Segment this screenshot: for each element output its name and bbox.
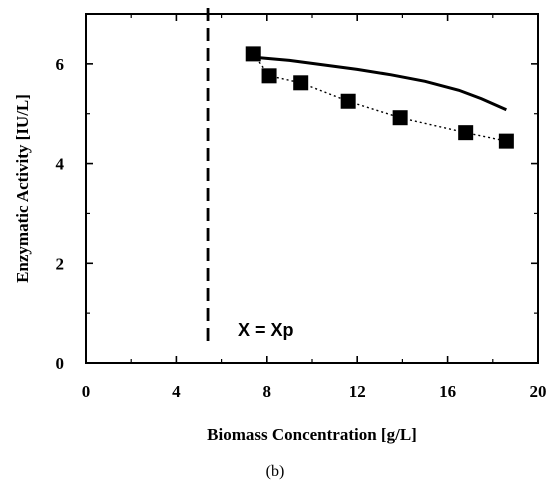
axes — [85, 13, 539, 364]
data-point — [458, 125, 474, 141]
x-tick-label: 12 — [349, 382, 366, 401]
plot-frame — [85, 13, 539, 364]
data-point — [245, 46, 261, 62]
model-curve — [255, 55, 507, 112]
y-tick-label: 6 — [56, 55, 65, 74]
tick-marks — [86, 14, 538, 363]
y-tick-label: 4 — [56, 155, 65, 174]
y-tick-label: 2 — [56, 254, 65, 273]
x-tick-label: 0 — [82, 382, 91, 401]
panel-label: (b) — [266, 463, 285, 480]
data-point — [392, 110, 408, 126]
data-point — [498, 133, 514, 149]
xp-annotation: X = Xp — [238, 320, 294, 340]
data-point — [340, 93, 356, 109]
data-point — [293, 75, 309, 91]
x-axis-title: Biomass Concentration [g/L] — [207, 425, 417, 444]
series-layer — [245, 46, 514, 149]
tick-labels: 0 4 8 12 16 20 0 2 4 6 — [56, 55, 547, 401]
y-tick-label: 0 — [56, 354, 65, 373]
y-axis-title: Enzymatic Activity [IU/L] — [13, 94, 32, 283]
x-tick-label: 20 — [530, 382, 547, 401]
x-tick-label: 8 — [263, 382, 272, 401]
x-tick-label: 16 — [439, 382, 456, 401]
data-point — [261, 68, 277, 84]
x-tick-label: 4 — [172, 382, 181, 401]
